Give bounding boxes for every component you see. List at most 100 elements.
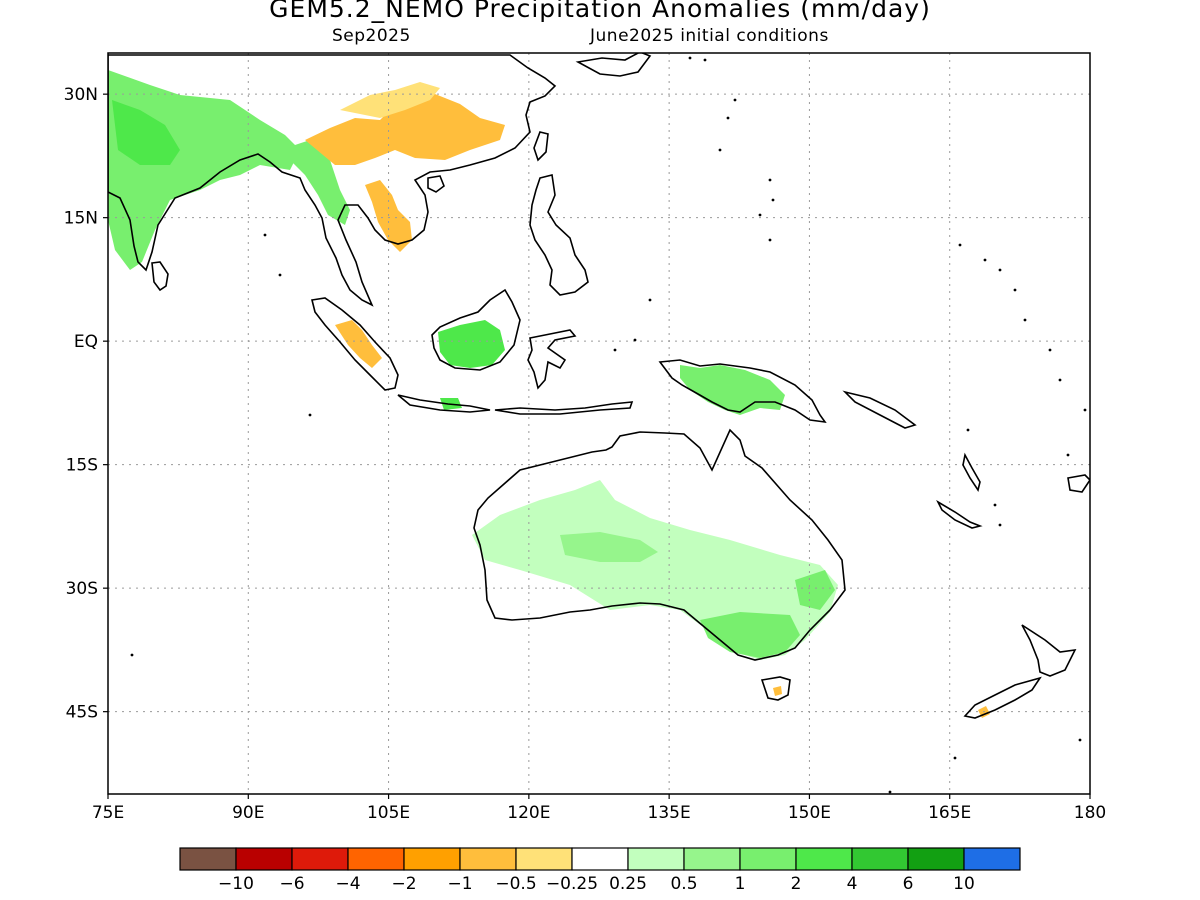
island-dot — [998, 268, 1002, 272]
island-dot — [633, 338, 637, 342]
colorbar-swatch — [907, 847, 965, 871]
colorbar-swatch — [739, 847, 797, 871]
colorbar-label: −10 — [218, 874, 254, 894]
coastline-japan — [575, 53, 652, 77]
island-dot — [993, 503, 997, 507]
map-frame — [107, 52, 1091, 795]
initial-conditions-label: June2025 initial conditions — [590, 26, 829, 46]
coastline-new-zealand-south — [963, 676, 1042, 719]
island-dot — [953, 756, 957, 760]
coastline-sri-lanka — [151, 261, 169, 292]
x-tick-label: 165E — [928, 803, 971, 823]
island-dot — [613, 348, 617, 352]
colorbar-swatch — [403, 847, 461, 871]
colorbar-swatch — [291, 847, 349, 871]
anomaly-region-bangladesh-myanmar — [280, 140, 350, 225]
colorbar-label: 1 — [735, 874, 746, 894]
y-tick-label: 30S — [66, 579, 98, 599]
coastline-solomon-islands — [842, 390, 917, 429]
colorbar-label: −2 — [391, 874, 416, 894]
colorbar-label: 0.5 — [670, 874, 697, 894]
island-dot — [278, 273, 282, 277]
small-islands — [130, 56, 1087, 794]
colorbar-swatch — [179, 847, 237, 871]
coastline-sulawesi — [527, 329, 577, 390]
y-tick-label: 15S — [66, 456, 98, 476]
colorbar-swatch — [795, 847, 853, 871]
coastline-hainan — [427, 175, 445, 193]
x-axis-ticks: 75E 90E 105E 120E 135E 150E 165E 180 — [92, 794, 1106, 823]
colorbar-label: −0.5 — [495, 874, 536, 894]
colorbar-swatch — [459, 847, 517, 871]
colorbar-swatch — [515, 847, 573, 871]
valid-month-label: Sep2025 — [332, 26, 411, 46]
coastlines — [108, 53, 1090, 719]
colorbar-swatch — [963, 847, 1021, 871]
coastline-new-zealand-north — [1021, 624, 1077, 677]
y-axis-ticks: 30N 15N EQ 15S 30S 45S — [64, 85, 108, 723]
island-dot — [768, 238, 772, 242]
colorbar-swatch — [851, 847, 909, 871]
anomaly-region-sumatra — [335, 320, 382, 368]
island-dot — [308, 413, 312, 417]
anomaly-region-china-south — [305, 92, 505, 165]
island-dot — [958, 243, 962, 247]
colorbar-label: 10 — [953, 874, 975, 894]
island-dot — [966, 428, 970, 432]
coastline-asia-mainland — [108, 54, 557, 307]
island-dot — [263, 233, 267, 237]
x-tick-label: 105E — [367, 803, 410, 823]
coastline-java — [397, 394, 491, 413]
x-tick-label: 180 — [1074, 803, 1106, 823]
anomaly-region-australia-se — [700, 612, 800, 658]
colorbar-label: 4 — [847, 874, 858, 894]
anomaly-region-india-core — [112, 100, 180, 165]
y-tick-label: 30N — [64, 85, 98, 105]
x-tick-label: 90E — [232, 803, 264, 823]
x-tick-label: 75E — [92, 803, 124, 823]
colorbar-label: 6 — [903, 874, 914, 894]
figure-title: GEM5.2_NEMO Precipitation Anomalies (mm/… — [269, 0, 931, 23]
y-tick-label: EQ — [74, 332, 98, 352]
island-dot — [768, 178, 772, 182]
island-dot — [998, 523, 1002, 527]
island-dot — [1013, 288, 1017, 292]
colorbar-swatch — [235, 847, 293, 871]
anomaly-fill-layer — [108, 70, 990, 718]
anomaly-region-china-east — [340, 82, 440, 118]
anomaly-region-borneo — [438, 320, 505, 368]
island-dot — [1066, 453, 1070, 457]
coastline-tasmania — [760, 676, 791, 701]
anomaly-region-indochina — [365, 180, 412, 252]
island-dot — [758, 213, 762, 217]
y-tick-label: 15N — [64, 209, 98, 229]
island-dot — [1078, 738, 1082, 742]
anomaly-region-australia-se-coast — [795, 570, 835, 610]
island-dot — [1058, 378, 1062, 382]
colorbar-label: 0.25 — [609, 874, 647, 894]
island-dot — [983, 258, 987, 262]
colorbar-swatch — [347, 847, 405, 871]
island-dot — [726, 116, 730, 120]
x-tick-label: 150E — [788, 803, 831, 823]
colorbar-swatch — [683, 847, 741, 871]
coastline-new-caledonia — [936, 499, 983, 529]
island-dot — [1048, 348, 1052, 352]
island-dot — [888, 790, 892, 794]
graticule — [108, 53, 1090, 794]
coastline-new-guinea — [658, 359, 827, 424]
colorbar: −10 −6 −4 −2 −1 −0.5 −0.25 0.25 0.5 1 2 4 6 10 — [179, 847, 1021, 894]
island-dot — [1083, 408, 1087, 412]
colorbar-swatch — [627, 847, 685, 871]
colorbar-swatch — [571, 847, 629, 871]
anomaly-region-tasmania — [773, 686, 782, 696]
anomaly-region-australia-central-core — [560, 532, 658, 562]
island-dot — [718, 148, 722, 152]
colorbar-label: −1 — [447, 874, 472, 894]
island-dot — [733, 98, 737, 102]
island-dot — [1023, 318, 1027, 322]
island-dot — [688, 56, 692, 60]
colorbar-label: 2 — [791, 874, 802, 894]
